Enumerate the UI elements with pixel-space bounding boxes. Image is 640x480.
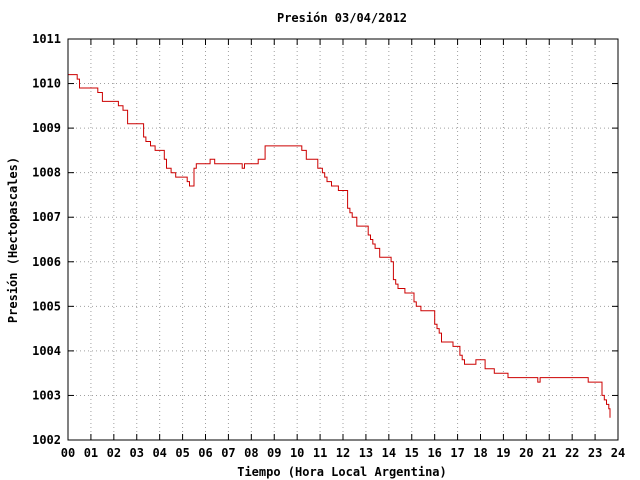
x-tick-label: 07	[221, 446, 235, 460]
x-tick-label: 10	[290, 446, 304, 460]
tick-layer	[67, 38, 619, 441]
y-tick-label: 1008	[32, 166, 61, 180]
y-tick-label: 1007	[32, 210, 61, 224]
y-tick-label: 1004	[32, 344, 61, 358]
x-tick-label: 20	[519, 446, 533, 460]
x-tick-label: 06	[198, 446, 212, 460]
x-tick-label: 14	[382, 446, 396, 460]
x-tick-label: 21	[542, 446, 556, 460]
x-tick-label: 02	[107, 446, 121, 460]
y-tick-label: 1006	[32, 255, 61, 269]
x-tick-label: 04	[152, 446, 166, 460]
y-tick-label: 1002	[32, 433, 61, 447]
x-tick-label: 08	[244, 446, 258, 460]
x-tick-label: 11	[313, 446, 327, 460]
x-tick-label: 00	[61, 446, 75, 460]
x-tick-label: 05	[175, 446, 189, 460]
x-tick-label: 01	[84, 446, 98, 460]
x-tick-label: 03	[130, 446, 144, 460]
pressure-series-line	[68, 74, 611, 418]
x-tick-label: 16	[427, 446, 441, 460]
grid-layer	[68, 39, 618, 440]
x-tick-label: 19	[496, 446, 510, 460]
label-layer: 00 01 02 03 04 05 06 07 08 09 10 11 12 13 14 15 16 17 18 19…	[32, 32, 625, 460]
x-tick-label: 12	[336, 446, 350, 460]
series-layer	[68, 74, 611, 418]
plot-frame	[67, 38, 619, 441]
x-tick-label: 09	[267, 446, 281, 460]
y-tick-label: 1009	[32, 121, 61, 135]
x-tick-label: 23	[588, 446, 602, 460]
chart-title: Presión 03/04/2012	[277, 11, 407, 25]
x-tick-label: 17	[450, 446, 464, 460]
x-tick-label: 18	[473, 446, 487, 460]
x-tick-label: 15	[405, 446, 419, 460]
x-axis-label: Tiempo (Hora Local Argentina)	[237, 465, 447, 479]
y-tick-label: 1010	[32, 77, 61, 91]
x-tick-label: 22	[565, 446, 579, 460]
x-tick-label: 13	[359, 446, 373, 460]
y-tick-label: 1005	[32, 299, 61, 313]
x-tick-label: 24	[611, 446, 625, 460]
y-axis-label: Presión (Hectopascales)	[6, 157, 20, 323]
y-tick-label: 1011	[32, 32, 61, 46]
y-tick-label: 1003	[32, 388, 61, 402]
